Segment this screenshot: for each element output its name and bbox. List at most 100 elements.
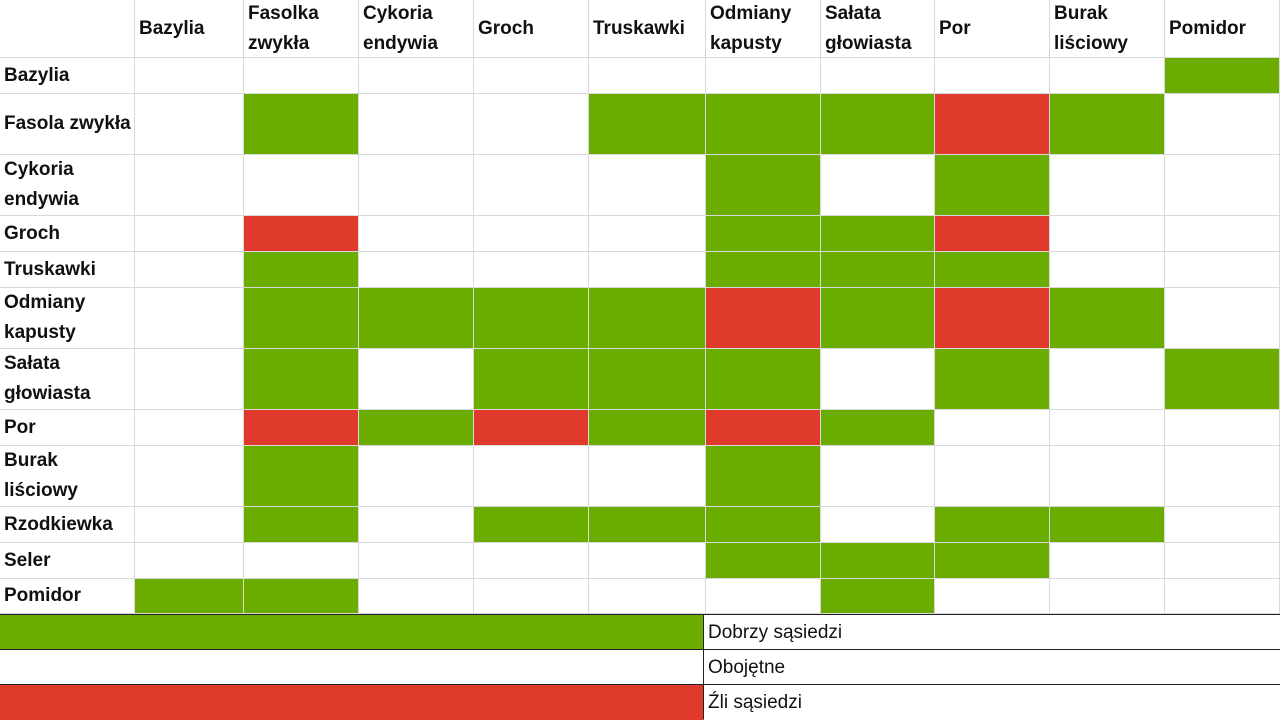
cell-good-neighbor: [935, 543, 1050, 579]
cell-neutral: [135, 349, 244, 410]
cell-good-neighbor: [821, 252, 935, 288]
cell-neutral: [359, 349, 474, 410]
cell-neutral: [706, 58, 821, 94]
cell-good-neighbor: [474, 288, 589, 349]
cell-good-neighbor: [244, 579, 359, 614]
row-header: Pomidor: [0, 579, 135, 614]
legend: Dobrzy sąsiedzi Obojętne Źli sąsiedzi: [0, 614, 1280, 720]
cell-neutral: [135, 507, 244, 543]
legend-divider: [0, 684, 1280, 685]
cell-neutral: [359, 94, 474, 155]
row-header: Por: [0, 410, 135, 446]
row-header: Rzodkiewka: [0, 507, 135, 543]
cell-neutral: [474, 543, 589, 579]
cell-good-neighbor: [706, 155, 821, 216]
cell-neutral: [1050, 252, 1165, 288]
cell-neutral: [474, 216, 589, 252]
cell-good-neighbor: [359, 410, 474, 446]
cell-neutral: [935, 58, 1050, 94]
cell-neutral: [244, 155, 359, 216]
cell-neutral: [474, 58, 589, 94]
column-header: Odmiany kapusty: [706, 0, 821, 58]
cell-neutral: [135, 288, 244, 349]
cell-good-neighbor: [589, 349, 706, 410]
cell-good-neighbor: [935, 507, 1050, 543]
cell-neutral: [589, 579, 706, 614]
cell-neutral: [1050, 155, 1165, 216]
column-header: Truskawki: [589, 0, 706, 58]
cell-neutral: [359, 58, 474, 94]
cell-good-neighbor: [244, 446, 359, 507]
cell-neutral: [821, 155, 935, 216]
cell-neutral: [589, 252, 706, 288]
cell-neutral: [589, 543, 706, 579]
legend-label-good: Dobrzy sąsiedzi: [708, 622, 843, 643]
legend-row-bad: Źli sąsiedzi: [0, 685, 1280, 720]
cell-neutral: [1050, 410, 1165, 446]
cell-neutral: [1165, 579, 1280, 614]
cell-neutral: [1165, 94, 1280, 155]
cell-neutral: [359, 446, 474, 507]
cell-neutral: [359, 155, 474, 216]
cell-neutral: [474, 446, 589, 507]
cell-good-neighbor: [244, 288, 359, 349]
row-header: Bazylia: [0, 58, 135, 94]
cell-good-neighbor: [474, 507, 589, 543]
row-header: Sałata głowiasta: [0, 349, 135, 410]
cell-neutral: [474, 252, 589, 288]
cell-good-neighbor: [821, 410, 935, 446]
cell-good-neighbor: [1050, 94, 1165, 155]
cell-good-neighbor: [821, 288, 935, 349]
cell-neutral: [474, 579, 589, 614]
cell-good-neighbor: [244, 349, 359, 410]
cell-neutral: [474, 155, 589, 216]
cell-neutral: [1165, 507, 1280, 543]
table-corner: [0, 0, 135, 58]
cell-neutral: [935, 446, 1050, 507]
cell-good-neighbor: [706, 216, 821, 252]
cell-neutral: [1165, 216, 1280, 252]
cell-good-neighbor: [589, 94, 706, 155]
cell-neutral: [1165, 543, 1280, 579]
legend-swatch-bad: [0, 685, 704, 720]
cell-neutral: [359, 579, 474, 614]
column-header: Por: [935, 0, 1050, 58]
cell-neutral: [135, 410, 244, 446]
cell-good-neighbor: [706, 252, 821, 288]
cell-neutral: [359, 507, 474, 543]
cell-good-neighbor: [1165, 349, 1280, 410]
cell-good-neighbor: [821, 579, 935, 614]
cell-neutral: [821, 349, 935, 410]
cell-good-neighbor: [244, 252, 359, 288]
row-header: Odmiany kapusty: [0, 288, 135, 349]
cell-neutral: [589, 155, 706, 216]
cell-neutral: [1050, 579, 1165, 614]
cell-neutral: [821, 58, 935, 94]
cell-neutral: [1050, 543, 1165, 579]
cell-bad-neighbor: [244, 216, 359, 252]
cell-neutral: [474, 94, 589, 155]
cell-neutral: [1165, 288, 1280, 349]
legend-vertical-border: [703, 614, 704, 719]
cell-neutral: [135, 58, 244, 94]
cell-neutral: [1050, 216, 1165, 252]
row-header: Groch: [0, 216, 135, 252]
cell-good-neighbor: [706, 349, 821, 410]
cell-neutral: [135, 155, 244, 216]
row-header: Cykoria endywia: [0, 155, 135, 216]
cell-good-neighbor: [589, 410, 706, 446]
cell-neutral: [244, 58, 359, 94]
legend-swatch-neutral: [0, 650, 704, 685]
legend-swatch-good: [0, 615, 704, 650]
column-header: Burak liściowy: [1050, 0, 1165, 58]
cell-neutral: [1165, 410, 1280, 446]
cell-good-neighbor: [821, 94, 935, 155]
cell-bad-neighbor: [474, 410, 589, 446]
cell-good-neighbor: [589, 288, 706, 349]
column-header: Groch: [474, 0, 589, 58]
legend-row-neutral: Obojętne: [0, 650, 1280, 685]
cell-good-neighbor: [1165, 58, 1280, 94]
cell-good-neighbor: [706, 507, 821, 543]
cell-good-neighbor: [1050, 288, 1165, 349]
cell-bad-neighbor: [244, 410, 359, 446]
